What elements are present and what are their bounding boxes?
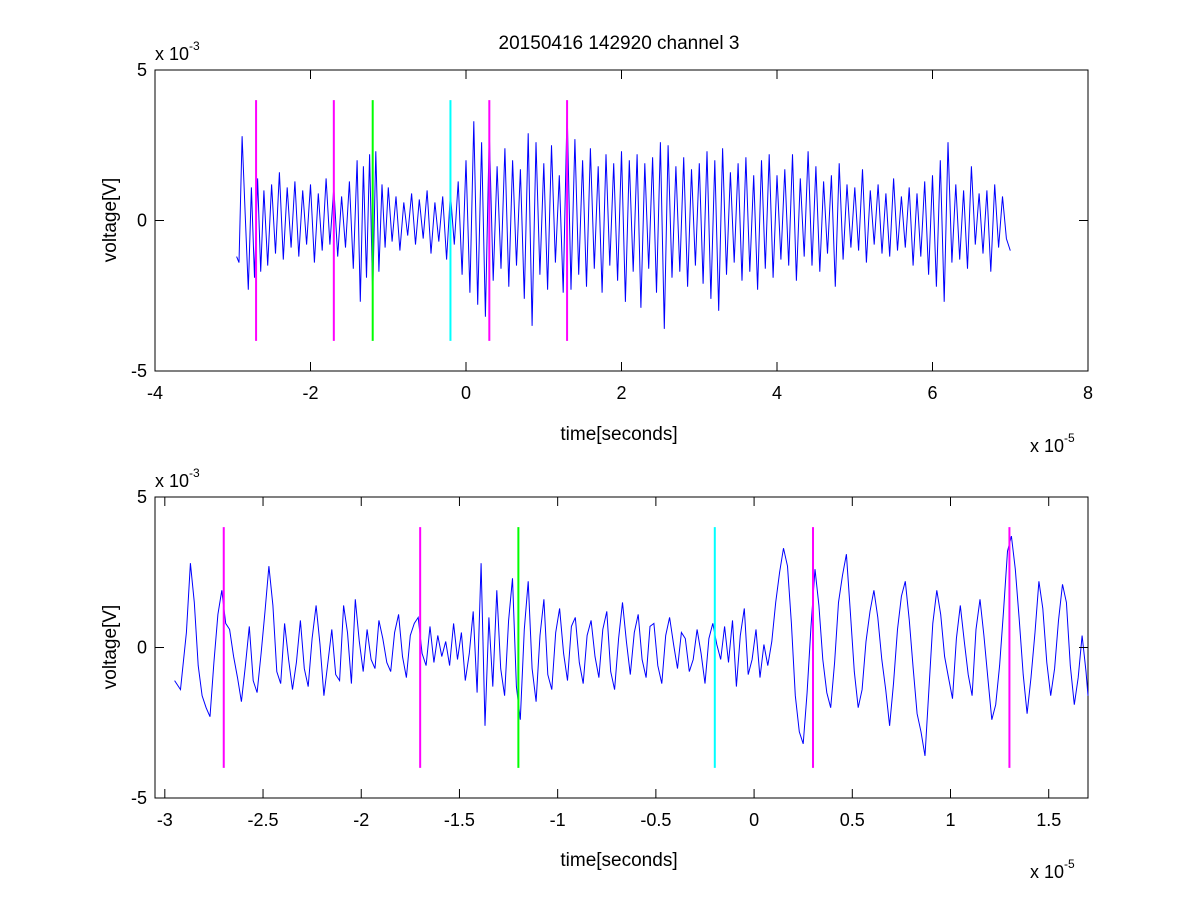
top-x-exponent: -5 <box>1064 431 1075 445</box>
top-plot-area <box>154 69 1089 372</box>
bottom-signal-line-0 <box>174 535 1089 756</box>
bottom-x-tick-label-0: -3 <box>157 810 173 830</box>
top-signal-line-0 <box>236 109 1011 329</box>
chart-title: 20150416 142920 channel 3 <box>499 33 740 54</box>
bottom-y-exponent: -3 <box>189 466 200 480</box>
bottom-x-tick-label-2: -2 <box>353 810 369 830</box>
top-x-tick-label-5: 6 <box>927 383 937 403</box>
top-x-tick-label-2: 0 <box>461 383 471 403</box>
bottom-y-tick-label-1: 0 <box>137 638 147 658</box>
top-x-tick-label-3: 2 <box>616 383 626 403</box>
top-x-tick-label-4: 4 <box>772 383 782 403</box>
bottom-x-tick-label-6: 0 <box>749 810 759 830</box>
top-x-exponent-label: x 10-5 <box>1030 431 1075 456</box>
bottom-xlabel: time[seconds] <box>560 850 677 871</box>
top-x-tick-label-6: 8 <box>1083 383 1093 403</box>
bottom-x-multiplier: x 10 <box>1030 862 1064 882</box>
bottom-x-tick-label-1: -2.5 <box>248 810 279 830</box>
top-plot-marks <box>236 100 1011 341</box>
top-xlabel: time[seconds] <box>560 424 677 445</box>
bottom-x-tick-label-8: 1 <box>945 810 955 830</box>
top-plot-ticks: -4 -2 0 2 4 6 8 -5 0 5 <box>131 60 1093 403</box>
top-x-tick-label-1: -2 <box>302 383 318 403</box>
top-y-exponent-label: x 10-3 <box>155 39 200 64</box>
bottom-ylabel: voltage[V] <box>100 605 121 690</box>
bottom-plot-marks <box>174 527 1089 768</box>
bottom-x-exponent-label: x 10-5 <box>1030 857 1075 882</box>
bottom-y-tick-label-2: 5 <box>137 487 147 507</box>
top-ylabel: voltage[V] <box>100 178 121 263</box>
top-x-multiplier: x 10 <box>1030 436 1064 456</box>
bottom-x-tick-label-7: 0.5 <box>840 810 865 830</box>
top-y-tick-label-2: 5 <box>137 60 147 80</box>
bottom-subplot: -3 -2.5 -2 -1.5 -1 -0.5 0 0.5 1 1.5 -5 0 5 time[seco… <box>100 466 1089 882</box>
bottom-x-tick-label-3: -1.5 <box>444 810 475 830</box>
bottom-y-tick-label-0: -5 <box>131 788 147 808</box>
bottom-x-tick-label-4: -1 <box>550 810 566 830</box>
top-x-tick-label-0: -4 <box>147 383 163 403</box>
top-y-tick-label-1: 0 <box>137 211 147 231</box>
bottom-y-exponent-label: x 10-3 <box>155 466 200 491</box>
bottom-x-exponent: -5 <box>1064 857 1075 871</box>
top-y-exponent: -3 <box>189 39 200 53</box>
bottom-plot-ticks: -3 -2.5 -2 -1.5 -1 -0.5 0 0.5 1 1.5 -5 0 5 <box>131 487 1088 830</box>
top-y-multiplier: x 10 <box>155 44 189 64</box>
bottom-plot-area <box>154 496 1089 799</box>
bottom-x-tick-label-5: -0.5 <box>640 810 671 830</box>
top-y-tick-label-0: -5 <box>131 361 147 381</box>
bottom-x-tick-label-9: 1.5 <box>1036 810 1061 830</box>
top-subplot: -4 -2 0 2 4 6 8 -5 0 5 time[seconds] voltage[V] x… <box>100 39 1093 456</box>
bottom-y-multiplier: x 10 <box>155 471 189 491</box>
